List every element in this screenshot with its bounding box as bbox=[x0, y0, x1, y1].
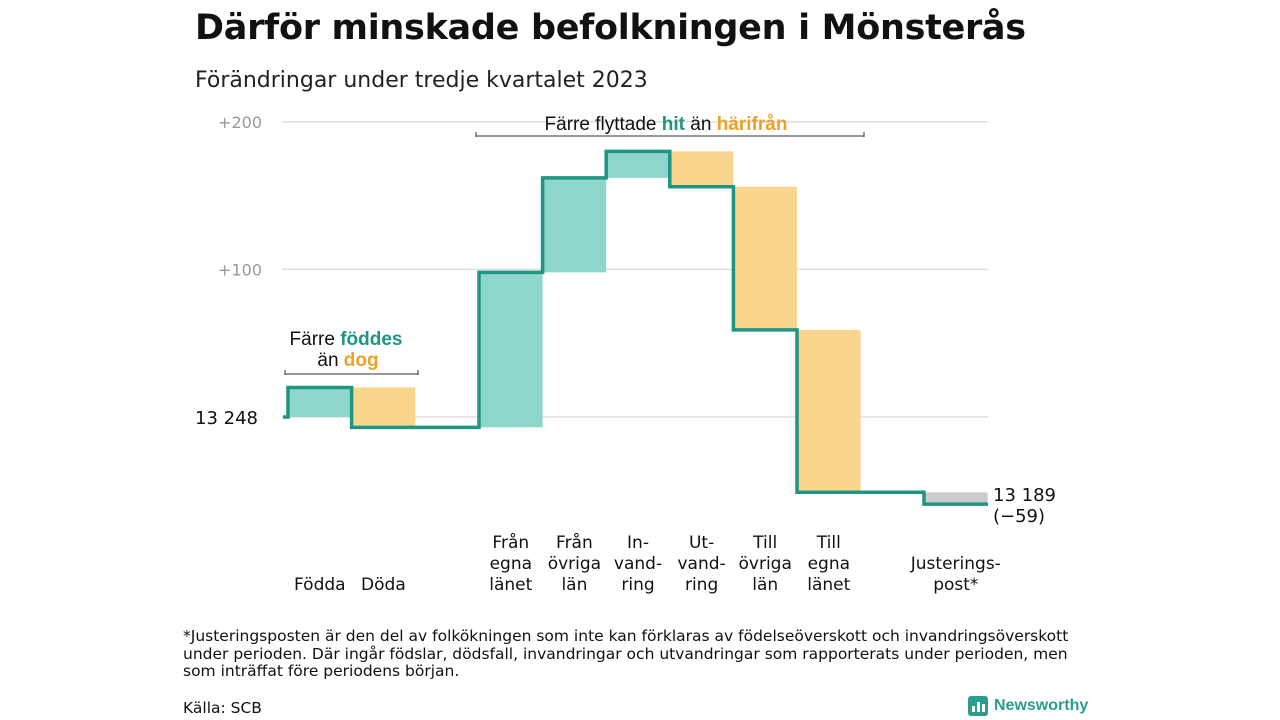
category-label: län bbox=[752, 575, 778, 595]
end-value-label: (−59) bbox=[993, 506, 1045, 527]
category-label: vand- bbox=[678, 554, 726, 574]
category-label: post* bbox=[933, 575, 978, 595]
category-label: egna bbox=[808, 554, 850, 574]
category-label: länet bbox=[489, 575, 532, 595]
category-label: länet bbox=[807, 575, 850, 595]
bar-till-övriga-län bbox=[733, 186, 797, 330]
bar-chart-icon bbox=[968, 696, 988, 716]
bar-från-egna-länet bbox=[479, 272, 543, 428]
source-label: Källa: SCB bbox=[183, 699, 262, 717]
category-label: Ut- bbox=[689, 533, 714, 553]
category-label: län bbox=[561, 575, 587, 595]
chart-title: Därför minskade befolkningen i Mönsterås bbox=[195, 8, 1026, 48]
end-value-label: 13 189 bbox=[993, 485, 1056, 506]
category-label: Döda bbox=[361, 575, 406, 595]
annotation-births-line2: än dog bbox=[317, 350, 378, 371]
y-tick-label: +100 bbox=[218, 260, 262, 279]
bar-från-övriga-län bbox=[542, 177, 607, 273]
step-line bbox=[283, 149, 988, 506]
category-label: Till bbox=[816, 533, 841, 553]
annotation-births-line1: Färre föddes bbox=[290, 329, 403, 350]
category-label: ring bbox=[685, 575, 718, 595]
category-label: In- bbox=[627, 533, 649, 553]
bar-till-egna-länet bbox=[797, 329, 861, 493]
category-label: Till bbox=[752, 533, 777, 553]
annotation-moves: Färre flyttade hit än härifrån bbox=[545, 114, 788, 135]
category-label: vand- bbox=[614, 554, 662, 574]
category-label: Från bbox=[492, 532, 529, 553]
bar-utvandring bbox=[669, 151, 734, 187]
category-label: Justerings- bbox=[910, 554, 1001, 574]
y-tick-label: +200 bbox=[218, 113, 262, 132]
category-label: Födda bbox=[294, 575, 346, 595]
brand-name: Newsworthy bbox=[994, 697, 1089, 714]
start-value-label: 13 248 bbox=[195, 408, 258, 429]
category-label: ring bbox=[621, 575, 654, 595]
bar-justeringspost- bbox=[924, 492, 988, 505]
footnote: *Justeringsposten är den del av folkökni… bbox=[183, 627, 1069, 680]
category-label: övriga bbox=[548, 554, 601, 574]
bar-födda bbox=[288, 387, 352, 417]
category-label: Från bbox=[556, 532, 593, 553]
bar-döda bbox=[351, 387, 416, 428]
category-label: övriga bbox=[739, 554, 792, 574]
category-label: egna bbox=[490, 554, 532, 574]
chart-subtitle: Förändringar under tredje kvartalet 2023 bbox=[195, 68, 648, 93]
brand-logo: Newsworthy bbox=[968, 696, 1088, 716]
bar-invandring bbox=[606, 151, 670, 178]
